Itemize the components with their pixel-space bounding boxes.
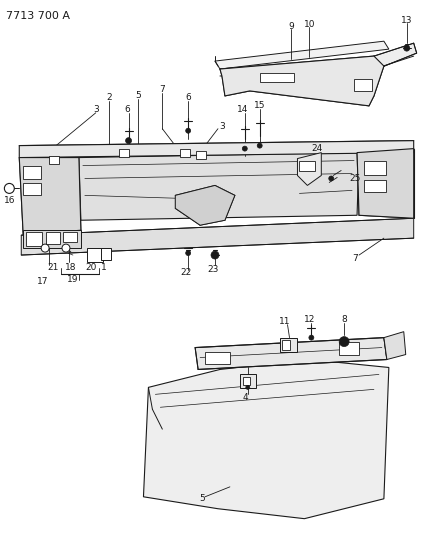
Text: 5: 5 [136,91,141,100]
Text: 6: 6 [185,93,191,102]
Text: 2: 2 [106,93,112,102]
Bar [364,160,386,175]
Bar [279,337,297,352]
Text: 14: 14 [237,106,249,114]
Text: 5: 5 [199,494,205,503]
Polygon shape [384,332,406,360]
Text: 9: 9 [288,22,294,31]
Text: 18: 18 [65,263,77,272]
Circle shape [404,45,410,51]
Polygon shape [374,43,417,69]
Text: 8: 8 [341,315,347,324]
Text: 22: 22 [181,269,192,278]
Polygon shape [195,337,387,369]
Bar [364,181,386,192]
Polygon shape [357,149,414,218]
Text: 21: 21 [48,263,59,272]
Text: 7: 7 [352,254,358,263]
Text: 24: 24 [312,144,323,153]
Bar [243,377,250,385]
Bar [63,232,77,242]
Circle shape [339,337,349,346]
Polygon shape [21,218,414,255]
Text: 17: 17 [37,277,49,286]
Text: 11: 11 [279,317,290,326]
Bar [354,79,372,91]
Bar [101,248,111,260]
Text: 3: 3 [219,122,225,131]
Bar [240,375,256,389]
Text: 13: 13 [401,16,413,25]
Bar [87,248,103,262]
Text: 7713 700 A: 7713 700 A [6,11,70,21]
Polygon shape [297,152,321,185]
Circle shape [309,335,314,340]
Text: 19: 19 [67,276,79,285]
Text: 15: 15 [254,101,265,110]
Circle shape [41,244,49,252]
Bar [49,156,59,164]
Polygon shape [175,185,235,225]
Polygon shape [143,360,389,519]
Text: 23: 23 [207,265,219,274]
Circle shape [125,138,131,144]
Circle shape [186,128,190,133]
Circle shape [257,143,262,148]
Circle shape [62,244,70,252]
Circle shape [246,385,250,389]
Bar [205,352,230,365]
Polygon shape [79,152,359,220]
Bar [23,230,81,248]
Polygon shape [215,41,389,69]
Bar [196,151,206,158]
Bar [339,342,359,354]
Circle shape [186,251,190,255]
Bar [46,232,60,244]
Text: 1: 1 [101,263,107,272]
Bar [119,149,128,157]
Bar [282,340,289,350]
Bar [300,160,315,171]
Text: 4: 4 [243,393,249,402]
Circle shape [242,146,247,151]
Text: 12: 12 [304,315,315,324]
Polygon shape [19,141,414,158]
Bar [23,183,41,196]
Bar [260,73,294,82]
Text: 16: 16 [3,196,15,205]
Bar [23,166,41,180]
Polygon shape [220,56,384,106]
Bar [180,149,190,157]
Text: 7: 7 [160,85,165,94]
Circle shape [4,183,14,193]
Text: 3: 3 [93,106,98,114]
Bar [26,232,42,246]
Text: 20: 20 [85,263,96,272]
Text: 10: 10 [303,20,315,29]
Text: 6: 6 [125,106,131,114]
Circle shape [329,176,334,181]
Circle shape [211,251,219,259]
Polygon shape [19,158,81,235]
Text: 25: 25 [349,174,360,183]
